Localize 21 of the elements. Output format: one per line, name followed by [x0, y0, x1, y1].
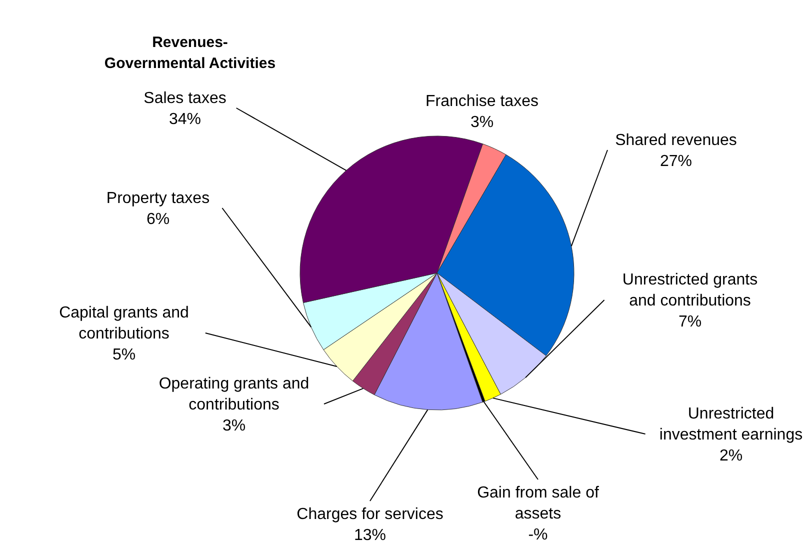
data-label: 13% — [354, 527, 386, 544]
data-label: 6% — [146, 211, 170, 228]
slice-label: Gain from sale of assets — [477, 484, 600, 522]
data-label: 2% — [719, 448, 743, 464]
data-label: 27% — [660, 153, 692, 170]
data-label: 3% — [470, 114, 494, 131]
slice-label: Charges for services — [296, 506, 444, 523]
data-label: 3% — [222, 418, 246, 434]
slice-label: Unrestricted grants and contributions — [622, 272, 758, 310]
slice-label: Property taxes — [106, 190, 210, 207]
data-label: 7% — [678, 314, 702, 330]
slice-label: Shared revenues — [615, 132, 737, 149]
data-label: 34% — [168, 111, 202, 128]
chart-title: Revenues-Governmental Activities — [103, 33, 277, 74]
slice-label: Sales taxes — [144, 90, 226, 107]
data-label: 5% — [112, 346, 136, 364]
slice-label: Franchise taxes — [426, 93, 538, 110]
slice-label: Unrestricted investment earnings — [659, 406, 803, 444]
slice-label: Capital grants and contributions — [59, 304, 189, 342]
data-label: -% — [528, 526, 548, 544]
slice-label: Operating grants and contributions — [158, 376, 310, 414]
